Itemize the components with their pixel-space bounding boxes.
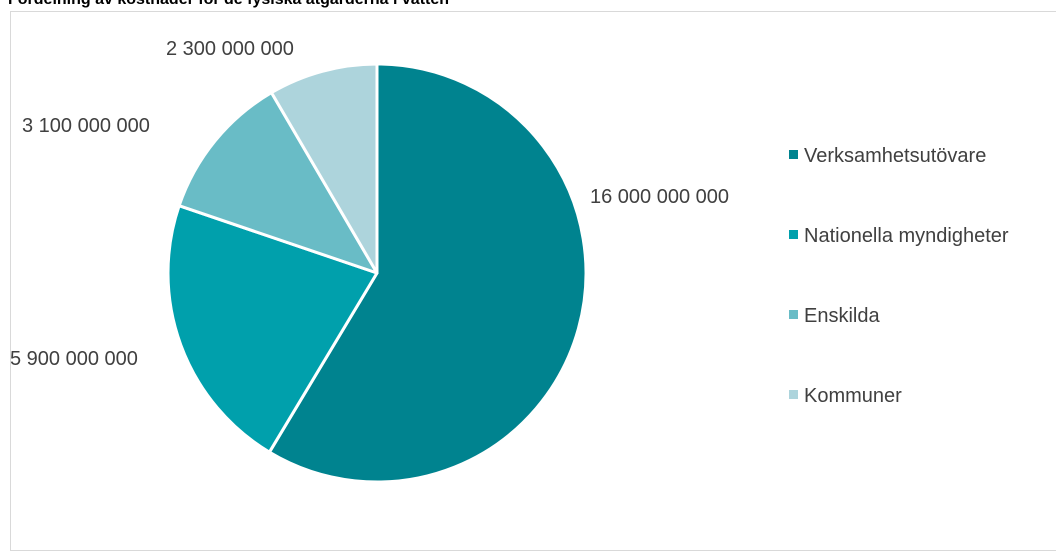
legend-label-1: Verksamhetsutövare — [804, 145, 986, 167]
legend-label-3: Enskilda — [804, 305, 880, 327]
pie-slice-kommuner — [269, 62, 379, 275]
pie-slice-verksamhetsutövare — [267, 62, 588, 484]
pie-slice-enskilda — [177, 91, 379, 275]
data-label-4: 2 300 000 000 — [166, 38, 294, 60]
pie-chart: 16 000 000 000 5 900 000 000 3 100 000 000… — [10, 38, 1009, 484]
legend-marker-3 — [789, 310, 798, 319]
legend-marker-4 — [789, 390, 798, 399]
legend-marker-1 — [789, 150, 798, 159]
legend: Verksamhetsutövare Nationella myndigheter… — [789, 145, 1009, 407]
legend-marker-2 — [789, 230, 798, 239]
chart-title: Fördelning av kostnader för de fysiska å… — [8, 0, 449, 9]
data-labels: 16 000 000 000 5 900 000 000 3 100 000 000… — [10, 38, 729, 370]
legend-label-4: Kommuner — [804, 385, 902, 407]
pie-slice-nationella-myndigheter — [166, 204, 379, 454]
data-label-2: 5 900 000 000 — [10, 348, 138, 370]
data-label-1: 16 000 000 000 — [590, 186, 729, 208]
legend-label-2: Nationella myndigheter — [804, 225, 1009, 247]
pie-slices — [166, 62, 588, 484]
data-label-3: 3 100 000 000 — [22, 115, 150, 137]
